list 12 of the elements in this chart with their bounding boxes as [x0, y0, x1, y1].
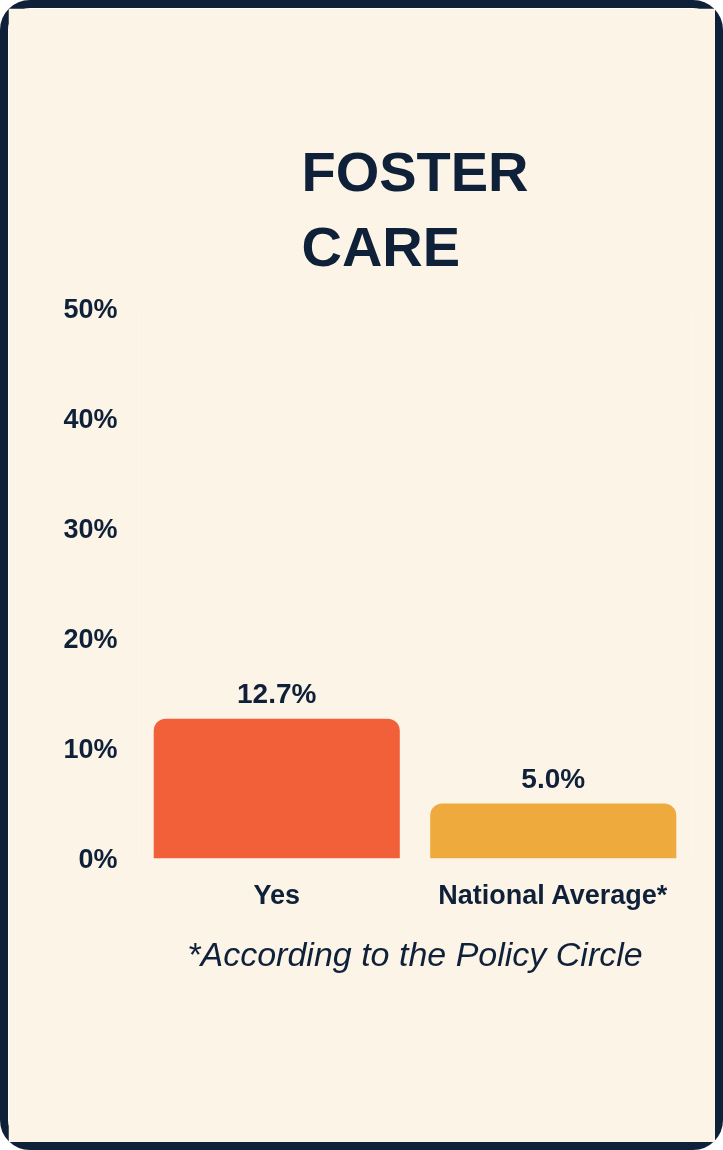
data-label: 12.7% [237, 677, 317, 709]
y-tick-label: 0% [78, 843, 118, 874]
y-tick-label: 30% [63, 513, 118, 544]
y-tick-label: 40% [63, 403, 118, 434]
x-tick-label: Yes [253, 879, 301, 910]
y-tick-label: 50% [63, 293, 118, 324]
data-label: 5.0% [521, 762, 586, 794]
chart-title: FOSTER CARE [301, 139, 529, 279]
y-tick-label: 10% [63, 733, 118, 764]
y-tick-label: 20% [63, 623, 118, 654]
x-tick-label: National Average* [438, 879, 668, 910]
text: *According to the Policy Circle [187, 934, 643, 973]
